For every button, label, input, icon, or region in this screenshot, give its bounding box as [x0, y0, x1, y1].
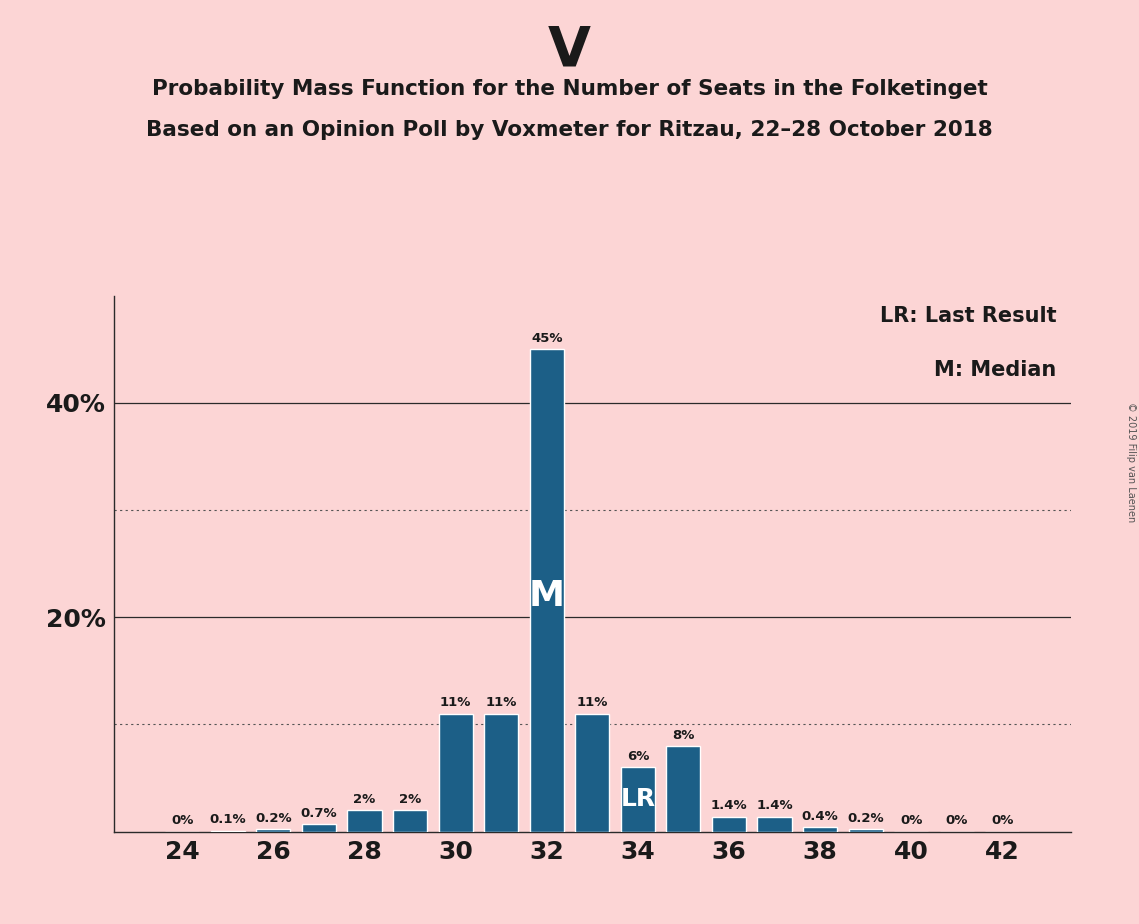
Text: 0%: 0%	[991, 814, 1014, 827]
Text: M: M	[528, 578, 565, 613]
Bar	[347, 810, 382, 832]
Text: Probability Mass Function for the Number of Seats in the Folketinget: Probability Mass Function for the Number…	[151, 79, 988, 99]
Bar	[575, 713, 609, 832]
Text: Based on an Opinion Poll by Voxmeter for Ritzau, 22–28 October 2018: Based on an Opinion Poll by Voxmeter for…	[146, 120, 993, 140]
Text: 0.1%: 0.1%	[210, 813, 246, 826]
Bar	[302, 824, 336, 832]
Bar	[621, 767, 655, 832]
Text: 0.7%: 0.7%	[301, 807, 337, 820]
Text: 2%: 2%	[399, 793, 421, 806]
Text: 11%: 11%	[576, 697, 608, 710]
Text: 1.4%: 1.4%	[711, 799, 747, 812]
Text: 0.2%: 0.2%	[255, 812, 292, 825]
Text: 8%: 8%	[672, 728, 695, 742]
Bar	[439, 713, 473, 832]
Text: 0.2%: 0.2%	[847, 812, 884, 825]
Bar	[393, 810, 427, 832]
Text: 0.4%: 0.4%	[802, 810, 838, 823]
Text: 2%: 2%	[353, 793, 376, 806]
Text: 11%: 11%	[485, 697, 517, 710]
Bar	[256, 830, 290, 832]
Bar	[803, 827, 837, 832]
Text: 6%: 6%	[626, 750, 649, 763]
Text: LR: LR	[621, 787, 655, 811]
Text: 11%: 11%	[440, 697, 472, 710]
Bar	[530, 349, 564, 832]
Text: 45%: 45%	[531, 332, 563, 345]
Bar	[849, 830, 883, 832]
Bar	[666, 746, 700, 832]
Text: M: Median: M: Median	[934, 360, 1056, 380]
Bar	[484, 713, 518, 832]
Bar	[757, 817, 792, 832]
Text: © 2019 Filip van Laenen: © 2019 Filip van Laenen	[1126, 402, 1136, 522]
Bar	[211, 831, 245, 832]
Text: 0%: 0%	[900, 814, 923, 827]
Text: V: V	[548, 23, 591, 77]
Text: 0%: 0%	[945, 814, 968, 827]
Text: 1.4%: 1.4%	[756, 799, 793, 812]
Text: LR: Last Result: LR: Last Result	[879, 307, 1056, 326]
Bar	[712, 817, 746, 832]
Text: 0%: 0%	[171, 814, 194, 827]
